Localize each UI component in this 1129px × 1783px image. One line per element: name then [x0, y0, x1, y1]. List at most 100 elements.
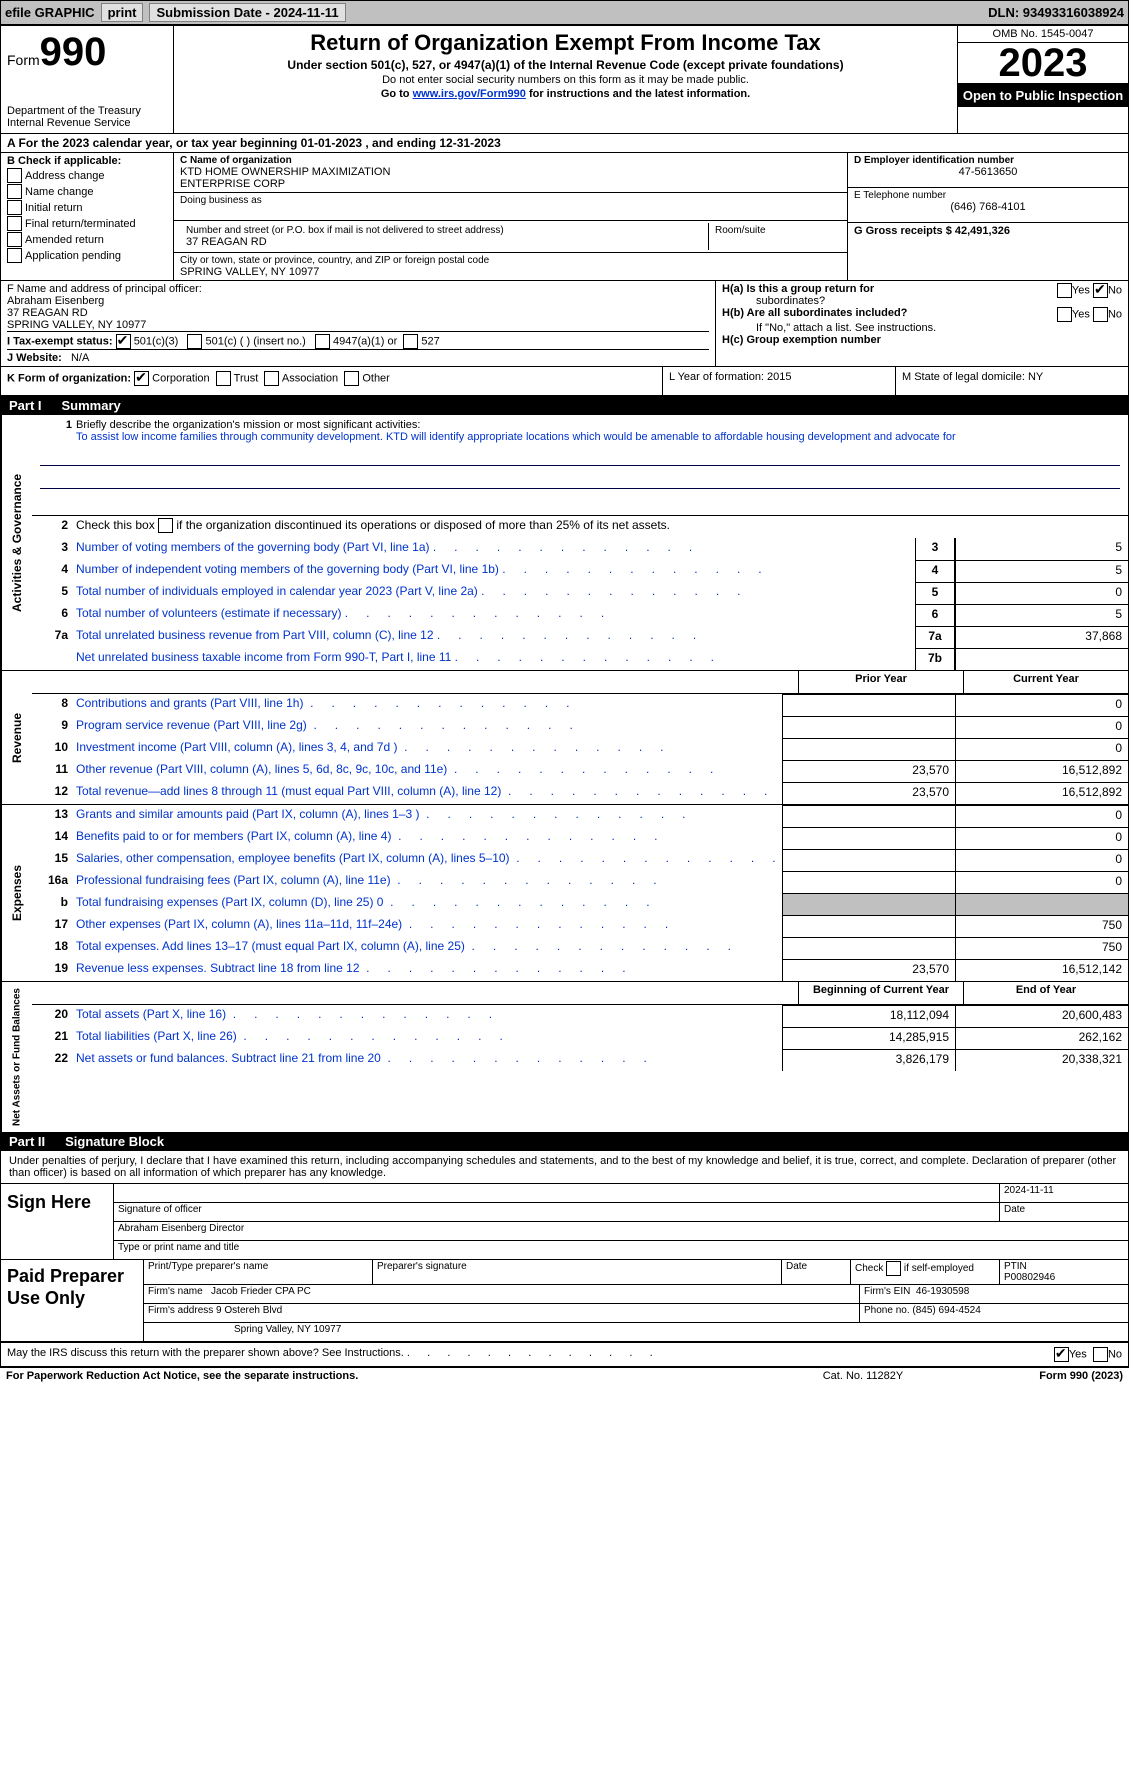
- chk-4947[interactable]: [315, 334, 330, 349]
- officer-name-title: Abraham Eisenberg Director: [114, 1222, 1128, 1240]
- data-line: bTotal fundraising expenses (Part IX, co…: [32, 893, 1128, 915]
- line1-num: 1: [40, 419, 76, 443]
- date-label: Date: [1000, 1203, 1128, 1221]
- goto-pre: Go to: [381, 88, 413, 100]
- chk-final-return[interactable]: [7, 216, 22, 231]
- part-1-header: Part I Summary: [1, 396, 1128, 415]
- hb-no[interactable]: [1093, 307, 1108, 322]
- ha-sub: subordinates?: [722, 295, 825, 307]
- c-name-label: C Name of organization: [180, 155, 841, 166]
- vlabel-rev: Revenue: [1, 671, 32, 804]
- type-print-label: Type or print name and title: [114, 1241, 1128, 1259]
- section-bcd: B Check if applicable: Address change Na…: [1, 153, 1128, 281]
- data-line: 18Total expenses. Add lines 13–17 (must …: [32, 937, 1128, 959]
- ha-label: H(a) Is this a group return for: [722, 283, 874, 295]
- sig-of-officer: Signature of officer: [114, 1203, 1000, 1221]
- summary-expenses: Expenses 13Grants and similar amounts pa…: [1, 805, 1128, 982]
- state-domicile: M State of legal domicile: NY: [896, 367, 1128, 395]
- addr-label: Number and street (or P.O. box if mail i…: [186, 225, 702, 236]
- summary-governance: Activities & Governance 1 Briefly descri…: [1, 415, 1128, 671]
- ha-yes[interactable]: [1057, 283, 1072, 298]
- gov-line: 6Total number of volunteers (estimate if…: [32, 604, 1128, 626]
- e-phone-label: E Telephone number: [854, 190, 1122, 201]
- vlabel-gov: Activities & Governance: [1, 415, 32, 670]
- chk-discontinued[interactable]: [158, 518, 173, 533]
- data-line: 16aProfessional fundraising fees (Part I…: [32, 871, 1128, 893]
- chk-address-change[interactable]: [7, 168, 22, 183]
- part1-label: Part I: [9, 398, 42, 413]
- row-klm: K Form of organization: Corporation Trus…: [1, 367, 1128, 396]
- pra-notice: For Paperwork Reduction Act Notice, see …: [6, 1370, 763, 1382]
- prep-date-label: Date: [782, 1260, 851, 1284]
- form-footer: Form 990 (2023): [963, 1370, 1123, 1382]
- chk-corp[interactable]: [134, 371, 149, 386]
- part1-title: Summary: [62, 398, 121, 413]
- sign-date: 2024-11-11: [1000, 1184, 1128, 1202]
- data-line: 22Net assets or fund balances. Subtract …: [32, 1049, 1128, 1071]
- perjury-text: Under penalties of perjury, I declare th…: [1, 1151, 1128, 1183]
- chk-app-pending[interactable]: [7, 248, 22, 263]
- top-toolbar: efile GRAPHIC print Submission Date - 20…: [0, 0, 1129, 25]
- chk-amended[interactable]: [7, 232, 22, 247]
- column-d: D Employer identification number 47-5613…: [848, 153, 1128, 280]
- gov-line: 5Total number of individuals employed in…: [32, 582, 1128, 604]
- hb-yes[interactable]: [1057, 307, 1072, 322]
- irs-link[interactable]: www.irs.gov/Form990: [413, 88, 526, 100]
- chk-self-employed[interactable]: [886, 1261, 901, 1276]
- page-footer: For Paperwork Reduction Act Notice, see …: [0, 1368, 1129, 1384]
- hdr-begin: Beginning of Current Year: [799, 982, 964, 1004]
- firm-name: Jacob Frieder CPA PC: [211, 1286, 311, 1297]
- room-label: Room/suite: [709, 223, 841, 250]
- year-formation: L Year of formation: 2015: [663, 367, 896, 395]
- chk-527[interactable]: [403, 334, 418, 349]
- discuss-yes[interactable]: [1054, 1347, 1069, 1362]
- hc-label: H(c) Group exemption number: [722, 334, 881, 346]
- discuss-q: May the IRS discuss this return with the…: [7, 1347, 1054, 1362]
- signature-block: Under penalties of perjury, I declare th…: [1, 1151, 1128, 1367]
- hb-note: If "No," attach a list. See instructions…: [722, 322, 1122, 334]
- data-line: 11Other revenue (Part VIII, column (A), …: [32, 760, 1128, 782]
- summary-revenue: Revenue Prior Year Current Year 8Contrib…: [1, 671, 1128, 805]
- ha-no[interactable]: [1093, 283, 1108, 298]
- ein: 47-5613650: [854, 166, 1122, 178]
- discuss-no[interactable]: [1093, 1347, 1108, 1362]
- data-line: 8Contributions and grants (Part VIII, li…: [32, 694, 1128, 716]
- chk-501c[interactable]: [187, 334, 202, 349]
- chk-trust[interactable]: [216, 371, 231, 386]
- row-fijh: F Name and address of principal officer:…: [1, 281, 1128, 367]
- column-b: B Check if applicable: Address change Na…: [1, 153, 174, 280]
- paid-prep-label: Paid Preparer Use Only: [1, 1260, 144, 1341]
- form-subtitle: Under section 501(c), 527, or 4947(a)(1)…: [180, 58, 951, 72]
- g-gross: G Gross receipts $ 42,491,326: [854, 225, 1122, 237]
- form-word: Form: [7, 52, 40, 68]
- goto-post: for instructions and the latest informat…: [526, 88, 750, 100]
- chk-name-change[interactable]: [7, 184, 22, 199]
- gov-line: 2Check this box if the organization disc…: [32, 516, 1128, 538]
- gov-line: 7aTotal unrelated business revenue from …: [32, 626, 1128, 648]
- part2-title: Signature Block: [65, 1134, 164, 1149]
- form-990: Form990 Department of the Treasury Inter…: [0, 25, 1129, 1368]
- hb-label: H(b) Are all subordinates included?: [722, 307, 907, 319]
- print-prep-label: Print/Type preparer's name: [144, 1260, 373, 1284]
- print-button[interactable]: print: [101, 3, 144, 22]
- department: Department of the Treasury Internal Reve…: [7, 105, 167, 129]
- prep-sig-label: Preparer's signature: [373, 1260, 782, 1284]
- f-label: F Name and address of principal officer:: [7, 283, 709, 295]
- hdr-prior: Prior Year: [799, 671, 964, 693]
- hdr-end: End of Year: [964, 982, 1128, 1004]
- chk-assoc[interactable]: [264, 371, 279, 386]
- data-line: 9Program service revenue (Part VIII, lin…: [32, 716, 1128, 738]
- sign-here-label: Sign Here: [1, 1184, 114, 1259]
- part-2-header: Part II Signature Block: [1, 1132, 1128, 1151]
- officer-addr2: SPRING VALLEY, NY 10977: [7, 319, 709, 331]
- chk-501c3[interactable]: [116, 334, 131, 349]
- chk-other[interactable]: [344, 371, 359, 386]
- chk-initial-return[interactable]: [7, 200, 22, 215]
- data-line: 20Total assets (Part X, line 16) 18,112,…: [32, 1005, 1128, 1027]
- row-a-period: A For the 2023 calendar year, or tax yea…: [1, 134, 1128, 153]
- firm-addr1: 9 Ostereh Blvd: [216, 1305, 282, 1316]
- firm-addr2: Spring Valley, NY 10977: [144, 1323, 1128, 1341]
- b-title: B Check if applicable:: [7, 155, 167, 167]
- city-label: City or town, state or province, country…: [180, 255, 841, 266]
- efile-label: efile GRAPHIC: [5, 5, 95, 20]
